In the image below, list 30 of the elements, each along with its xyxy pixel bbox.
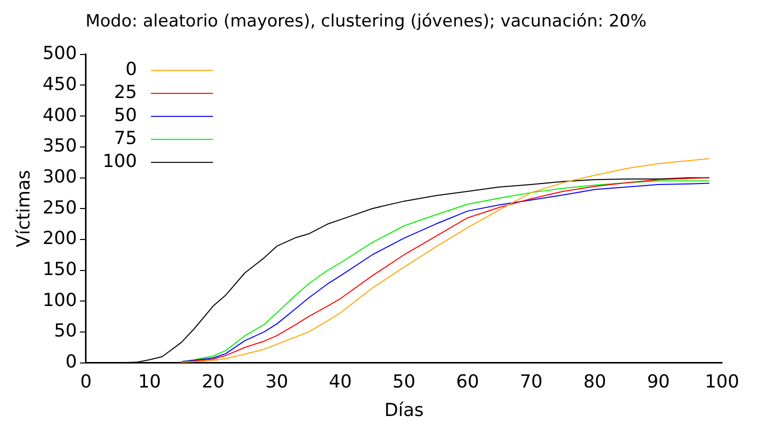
x-tick-label: 20 <box>202 371 225 392</box>
legend-label: 50 <box>114 105 137 126</box>
y-tick-label: 150 <box>42 258 77 280</box>
y-tick-label: 0 <box>66 351 77 372</box>
x-tick-label: 70 <box>520 371 543 392</box>
legend-label: 100 <box>102 151 137 172</box>
y-tick-label: 450 <box>42 74 77 95</box>
y-tick-label: 250 <box>42 197 77 218</box>
x-tick-label: 90 <box>646 371 670 392</box>
x-tick-label: 60 <box>456 371 480 392</box>
y-tick-label: 400 <box>42 104 77 126</box>
legend-label: 75 <box>114 128 137 150</box>
y-tick-label: 300 <box>42 166 77 188</box>
y-tick-label: 50 <box>54 320 77 342</box>
y-tick-label: 200 <box>42 228 77 250</box>
x-tick-label: 50 <box>392 371 416 392</box>
x-tick-label: 30 <box>265 371 288 392</box>
y-tick-label: 100 <box>42 290 77 311</box>
x-tick-label: 40 <box>328 371 352 392</box>
y-axis-title: Víctimas <box>13 170 34 248</box>
x-tick-label: 10 <box>138 371 162 392</box>
chart-title: Modo: aleatorio (mayores), clustering (jóvenes); vacunación: 20% <box>85 12 647 32</box>
x-tick-label: 0 <box>80 371 92 392</box>
x-tick-label: 80 <box>583 371 606 392</box>
x-tick-label: 100 <box>704 371 740 392</box>
y-tick-label: 350 <box>42 136 77 157</box>
y-tick-label: 500 <box>42 43 77 64</box>
x-axis-title: Días <box>384 400 424 421</box>
legend-label: 25 <box>114 82 137 104</box>
legend-label: 0 <box>126 59 137 80</box>
